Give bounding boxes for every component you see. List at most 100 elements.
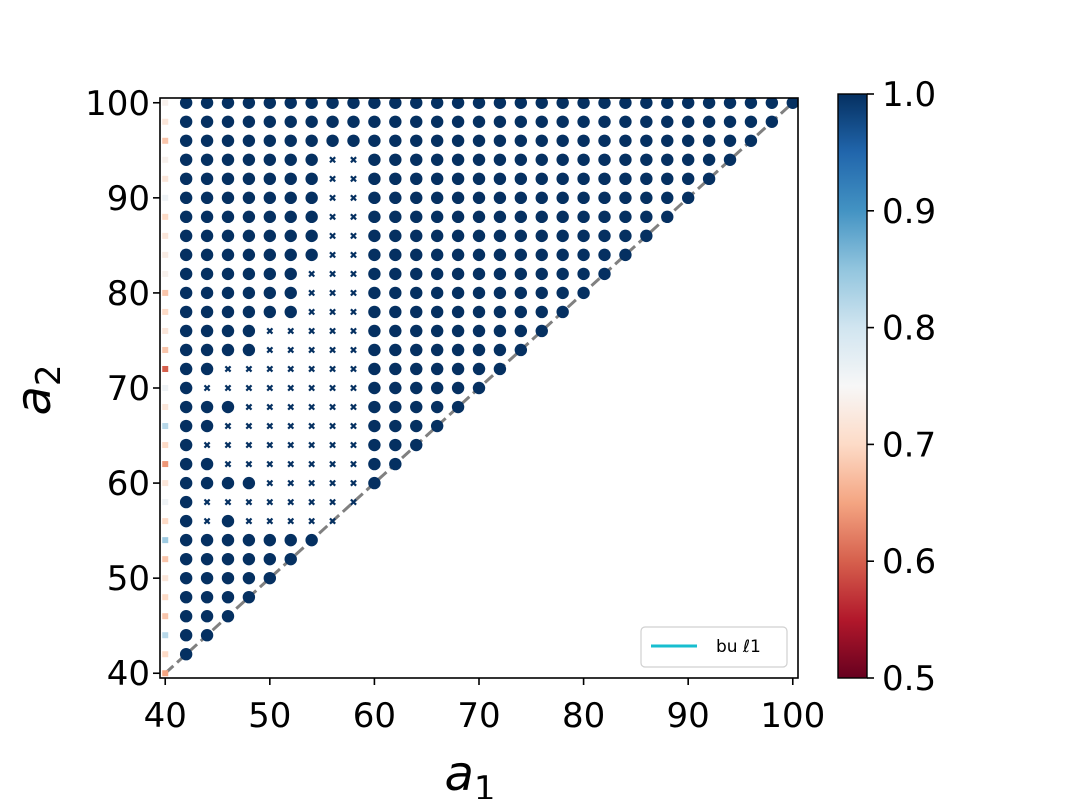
data-point-x (329, 175, 336, 183)
data-point (640, 98, 653, 109)
data-point-x (308, 403, 316, 411)
data-point (535, 229, 548, 243)
data-point-left-column (162, 327, 169, 334)
data-point (451, 286, 465, 300)
data-point (577, 191, 590, 205)
data-point (263, 552, 277, 566)
data-point (577, 229, 590, 243)
data-point (661, 191, 674, 205)
data-point (410, 343, 423, 357)
data-point (284, 134, 297, 147)
data-point (242, 590, 256, 604)
data-point (200, 172, 214, 186)
data-point (472, 134, 486, 147)
data-point-x (308, 479, 316, 487)
data-point-x (329, 327, 336, 335)
data-point (535, 115, 548, 128)
data-point (702, 134, 716, 147)
data-point (305, 153, 318, 167)
data-points (162, 98, 798, 677)
data-point (179, 172, 193, 186)
data-point-x (350, 270, 357, 278)
data-point (263, 571, 277, 585)
data-point (410, 267, 423, 281)
data-point-x (308, 327, 316, 335)
data-point (430, 362, 444, 376)
data-point (765, 98, 779, 109)
data-point (368, 419, 381, 433)
data-point (368, 210, 381, 224)
data-point (179, 286, 193, 300)
data-point-x (329, 498, 336, 506)
y-axis-label-base: a (6, 386, 62, 415)
data-point (472, 229, 486, 243)
data-point (493, 172, 507, 186)
y-tick-label: 70 (107, 369, 150, 409)
data-point (221, 172, 235, 186)
data-point (305, 134, 318, 147)
data-point-x (350, 156, 357, 164)
data-point (556, 286, 569, 300)
data-point (242, 115, 256, 128)
plot-area (159, 97, 799, 679)
data-point-x (329, 194, 336, 202)
data-point-x (308, 308, 316, 316)
data-point-x (287, 422, 295, 430)
colorbar: 1.0 0.9 0.8 0.7 0.6 0.5 (837, 75, 936, 699)
data-point-x (350, 175, 357, 183)
data-point (284, 286, 297, 300)
data-point (305, 248, 318, 262)
data-point (221, 533, 235, 547)
data-point (179, 362, 193, 376)
data-point (242, 134, 256, 147)
data-point (430, 419, 444, 433)
x-tick-label: 40 (144, 696, 187, 736)
data-point (179, 571, 193, 585)
data-point (263, 210, 277, 224)
colorbar-tick-label: 0.9 (882, 192, 936, 232)
data-point (493, 229, 507, 243)
data-point (430, 324, 444, 338)
data-point (619, 134, 632, 147)
data-point (493, 248, 507, 262)
data-point (577, 286, 590, 300)
data-point-x (308, 422, 316, 430)
data-point (430, 134, 444, 147)
data-point (681, 98, 695, 109)
data-point-x (329, 270, 336, 278)
data-point (640, 134, 653, 147)
data-point (535, 305, 548, 319)
data-point (263, 115, 277, 128)
data-point (410, 400, 423, 414)
data-point (472, 210, 486, 224)
data-point (723, 153, 737, 167)
data-point (556, 98, 569, 109)
data-point-left-column (162, 556, 169, 563)
data-point (179, 115, 193, 128)
data-point-x (350, 213, 357, 221)
data-point (326, 115, 339, 128)
data-point-x (308, 517, 316, 525)
data-point (556, 191, 569, 205)
data-point (535, 248, 548, 262)
data-point (389, 115, 402, 128)
data-point-x (287, 517, 295, 525)
data-point (368, 381, 381, 395)
data-point-x (329, 460, 336, 468)
data-point (451, 134, 465, 147)
data-point (598, 210, 611, 224)
x-tick-label: 90 (667, 696, 710, 736)
data-point (472, 305, 486, 319)
data-point-x (308, 384, 316, 392)
data-point (179, 476, 193, 490)
data-point (368, 191, 381, 205)
data-point-x (203, 384, 211, 392)
data-point (389, 286, 402, 300)
data-point (263, 267, 277, 281)
data-point (472, 191, 486, 205)
data-point (200, 629, 214, 642)
data-point (451, 98, 465, 109)
data-point (493, 134, 507, 147)
data-point-x (329, 156, 336, 164)
